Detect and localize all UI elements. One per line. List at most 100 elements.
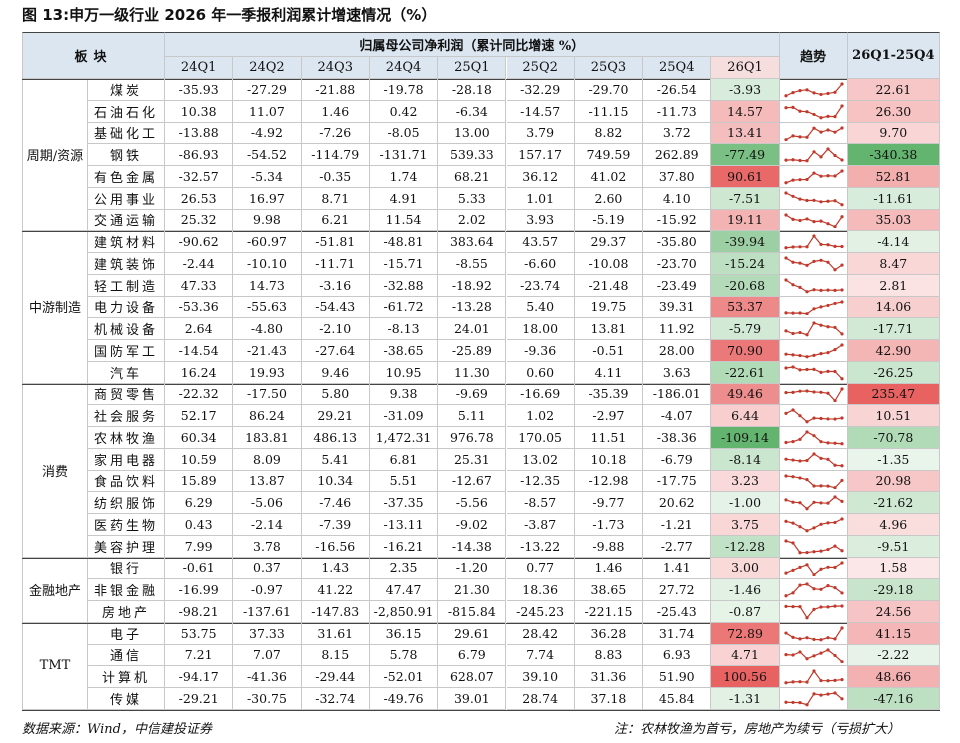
value-cell: 7.74 <box>506 644 575 667</box>
value-cell: 90.61 <box>711 166 780 188</box>
sparkline-point <box>833 653 837 657</box>
sparkline <box>784 278 844 294</box>
group-label: TMT <box>22 622 88 710</box>
value-cell: -137.61 <box>233 601 302 623</box>
value-cell: -17.75 <box>643 470 712 493</box>
value-cell: -12.67 <box>438 470 507 493</box>
value-cell: 4.91 <box>369 187 439 210</box>
diff-cell: -9.51 <box>847 535 940 558</box>
value-cell: -11.71 <box>301 253 370 275</box>
value-cell: -16.56 <box>301 535 370 558</box>
value-cell: 170.05 <box>506 427 575 449</box>
value-cell: 86.24 <box>233 405 302 427</box>
value-cell: 36.28 <box>574 622 644 645</box>
value-cell: -12.98 <box>574 470 644 493</box>
value-cell: 4.10 <box>643 187 712 210</box>
value-cell: -26.54 <box>643 79 712 101</box>
sparkline <box>784 169 844 185</box>
value-cell: 52.17 <box>165 405 234 427</box>
sparkline-point <box>805 88 809 92</box>
sparkline-point <box>826 441 830 445</box>
sector-name: 建筑材料 <box>88 231 165 253</box>
diff-cell: 22.61 <box>847 79 940 101</box>
sparkline-point <box>826 605 830 609</box>
value-cell: -77.49 <box>711 144 780 166</box>
sparkline-point <box>798 649 802 654</box>
value-cell: -22.61 <box>711 361 780 384</box>
sparkline-point <box>791 90 795 95</box>
sparkline <box>784 104 844 120</box>
sector-name: 纺织服饰 <box>88 492 165 514</box>
sector-name: 钢铁 <box>88 144 165 166</box>
sparkline-point <box>798 459 802 463</box>
value-cell: -37.35 <box>369 492 439 514</box>
trend-cell <box>779 448 848 471</box>
value-cell: -23.70 <box>643 253 712 275</box>
diff-cell: -11.61 <box>847 187 940 210</box>
trend-cell <box>779 492 848 514</box>
sparkline-point <box>840 678 844 682</box>
value-cell: -98.21 <box>165 601 234 623</box>
value-cell: -35.93 <box>165 79 234 101</box>
sparkline-point <box>819 115 823 120</box>
sparkline-point <box>833 90 837 94</box>
sparkline-point <box>784 681 788 685</box>
trend-cell <box>779 535 848 558</box>
sparkline <box>784 321 844 337</box>
sector-name: 电子 <box>88 622 165 645</box>
sparkline-point <box>805 477 809 481</box>
value-cell: 27.72 <box>643 579 712 601</box>
sparkline-point <box>805 507 809 511</box>
sparkline-point <box>805 388 809 393</box>
sparkline-point <box>819 456 823 460</box>
value-cell: -2.97 <box>574 405 644 427</box>
value-cell: -94.17 <box>165 666 234 688</box>
sparkline-point <box>798 310 802 315</box>
sector-name: 通信 <box>88 644 165 667</box>
value-cell: 5.78 <box>369 644 439 667</box>
header-quarter: 26Q1 <box>711 57 780 79</box>
trend-cell <box>779 79 848 101</box>
diff-cell: 48.66 <box>847 666 940 688</box>
sparkline-point <box>833 495 837 499</box>
value-cell: -60.97 <box>233 231 302 253</box>
sparkline-point <box>840 332 844 336</box>
sparkline <box>784 495 844 511</box>
sparkline-point <box>819 522 823 526</box>
source-note: 数据来源：Wind，中信建投证券 <box>22 722 212 737</box>
sparkline-point <box>784 412 788 416</box>
sector-name: 传媒 <box>88 688 165 710</box>
diff-cell: 42.90 <box>847 340 940 362</box>
header-quarter: 24Q1 <box>165 57 234 79</box>
value-cell: 37.18 <box>574 688 644 710</box>
value-cell: -9.69 <box>438 383 507 406</box>
sparkline-point <box>805 333 809 337</box>
sparkline-line <box>785 257 843 271</box>
sector-name: 农林牧渔 <box>88 427 165 449</box>
value-cell: -6.79 <box>643 448 712 471</box>
sparkline-point <box>798 525 802 529</box>
sparkline <box>784 212 844 228</box>
sparkline-point <box>833 369 837 373</box>
value-cell: 31.36 <box>574 666 644 688</box>
sparkline-point <box>833 130 837 134</box>
sparkline-point <box>840 500 844 504</box>
value-cell: 14.57 <box>711 100 780 123</box>
value-cell: 31.74 <box>643 622 712 645</box>
sparkline-point <box>812 353 816 357</box>
sparkline-point <box>812 587 816 591</box>
sparkline-point <box>840 245 844 249</box>
sparkline-point <box>791 500 795 505</box>
diff-cell: -29.18 <box>847 579 940 601</box>
value-cell: 47.47 <box>369 579 439 601</box>
value-cell: 11.07 <box>233 100 302 123</box>
sparkline <box>784 365 844 381</box>
value-cell: -23.74 <box>506 274 575 297</box>
value-cell: 37.33 <box>233 622 302 645</box>
sparkline-point <box>826 199 830 203</box>
header-quarter: 25Q1 <box>438 57 507 79</box>
value-cell: 25.32 <box>165 209 234 232</box>
value-cell: -39.94 <box>711 231 780 253</box>
sparkline <box>784 234 844 250</box>
diff-cell: -26.25 <box>847 361 940 384</box>
